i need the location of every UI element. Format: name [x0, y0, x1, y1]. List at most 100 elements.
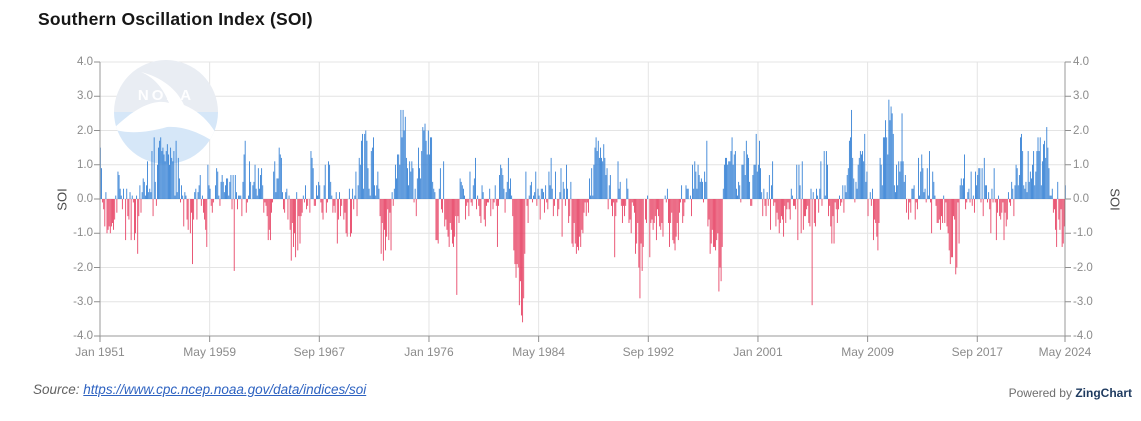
soi-bar[interactable] [756, 171, 758, 199]
soi-bar[interactable] [499, 175, 501, 199]
soi-bar[interactable] [164, 161, 166, 199]
soi-bar[interactable] [555, 171, 556, 199]
soi-bar[interactable] [250, 181, 252, 199]
soi-bar[interactable] [108, 199, 110, 227]
soi-bar[interactable] [592, 195, 594, 199]
soi-bar[interactable] [123, 188, 124, 199]
soi-bar[interactable] [723, 164, 725, 199]
soi-bar[interactable] [442, 199, 443, 213]
soi-bar[interactable] [878, 199, 880, 223]
soi-bar[interactable] [901, 113, 903, 199]
soi-bar[interactable] [268, 199, 270, 230]
soi-bar[interactable] [819, 188, 821, 199]
soi-bar[interactable] [987, 199, 988, 203]
soi-bar[interactable] [760, 168, 761, 199]
soi-bar[interactable] [866, 171, 868, 199]
soi-bar[interactable] [421, 151, 423, 199]
soi-bar[interactable] [897, 185, 899, 199]
soi-bar[interactable] [120, 195, 122, 199]
soi-bar[interactable] [1049, 195, 1051, 199]
soi-bar[interactable] [659, 199, 661, 227]
soi-bar[interactable] [312, 168, 314, 199]
soi-bar[interactable] [371, 147, 373, 199]
soi-bar[interactable] [544, 199, 545, 213]
soi-bar[interactable] [982, 199, 984, 217]
soi-bar[interactable] [865, 181, 867, 199]
soi-bar[interactable] [521, 199, 522, 316]
soi-bar[interactable] [827, 164, 828, 199]
soi-bar[interactable] [464, 195, 465, 199]
soi-bar[interactable] [514, 199, 516, 265]
soi-bar[interactable] [204, 199, 206, 220]
soi-bar[interactable] [587, 199, 589, 213]
soi-bar[interactable] [226, 178, 227, 199]
soi-bar[interactable] [998, 195, 999, 199]
soi-bar[interactable] [908, 199, 910, 220]
soi-bar[interactable] [505, 192, 507, 199]
soi-bar[interactable] [950, 199, 952, 258]
soi-bar[interactable] [828, 199, 829, 217]
soi-bar[interactable] [245, 199, 247, 213]
soi-bar[interactable] [377, 171, 379, 199]
soi-bar[interactable] [716, 199, 718, 241]
soi-bar[interactable] [994, 199, 996, 203]
soi-bar[interactable] [856, 188, 858, 199]
soi-bar[interactable] [443, 161, 445, 199]
soi-bar[interactable] [621, 199, 623, 223]
soi-bar[interactable] [381, 199, 383, 223]
soi-bar[interactable] [654, 199, 656, 217]
soi-bar[interactable] [259, 188, 260, 199]
soi-bar[interactable] [441, 199, 442, 210]
soi-bar[interactable] [345, 199, 347, 234]
soi-bar[interactable] [748, 157, 749, 199]
soi-bar[interactable] [131, 195, 133, 199]
soi-bar[interactable] [604, 157, 606, 199]
soi-bar[interactable] [965, 199, 967, 210]
soi-bar[interactable] [456, 199, 458, 295]
soi-bar[interactable] [857, 164, 859, 199]
soi-bar[interactable] [364, 133, 366, 199]
soi-bar[interactable] [766, 192, 768, 199]
soi-bar[interactable] [611, 199, 612, 206]
soi-bar[interactable] [525, 171, 527, 199]
soi-bar[interactable] [285, 192, 287, 199]
soi-bar[interactable] [788, 199, 790, 210]
soi-bar[interactable] [947, 199, 949, 234]
soi-bar[interactable] [319, 185, 321, 199]
soi-bar[interactable] [764, 199, 766, 206]
soi-bar[interactable] [639, 199, 641, 299]
soi-bar[interactable] [1034, 185, 1036, 199]
soi-bar[interactable] [198, 185, 200, 199]
soi-bar[interactable] [263, 199, 265, 213]
soi-bar[interactable] [842, 185, 844, 199]
soi-bar[interactable] [228, 195, 230, 199]
soi-bar[interactable] [671, 199, 673, 213]
soi-bar[interactable] [507, 157, 509, 199]
soi-bar[interactable] [176, 192, 178, 199]
soi-bar[interactable] [482, 192, 484, 199]
soi-bar[interactable] [180, 199, 181, 203]
soi-bar[interactable] [961, 185, 963, 199]
soi-bar[interactable] [995, 199, 997, 241]
soi-bar[interactable] [511, 195, 513, 199]
soi-bar[interactable] [221, 175, 223, 199]
soi-bar[interactable] [366, 140, 368, 199]
soi-bar[interactable] [318, 181, 320, 199]
soi-bar[interactable] [559, 192, 561, 199]
soi-bar[interactable] [991, 188, 993, 199]
soi-bar[interactable] [360, 140, 362, 199]
soi-bar[interactable] [551, 188, 553, 199]
soi-bar[interactable] [515, 199, 517, 278]
soi-bar[interactable] [640, 199, 642, 244]
soi-bar[interactable] [487, 199, 488, 203]
soi-bar[interactable] [900, 161, 902, 199]
soi-bar[interactable] [953, 199, 954, 217]
soi-bar[interactable] [160, 137, 162, 199]
soi-bar[interactable] [207, 164, 209, 199]
soi-bar[interactable] [1045, 157, 1047, 199]
soi-bar[interactable] [926, 168, 928, 199]
soi-bar[interactable] [404, 116, 406, 199]
soi-bar[interactable] [782, 199, 783, 220]
soi-bar[interactable] [103, 199, 105, 210]
soi-bar[interactable] [481, 185, 483, 199]
